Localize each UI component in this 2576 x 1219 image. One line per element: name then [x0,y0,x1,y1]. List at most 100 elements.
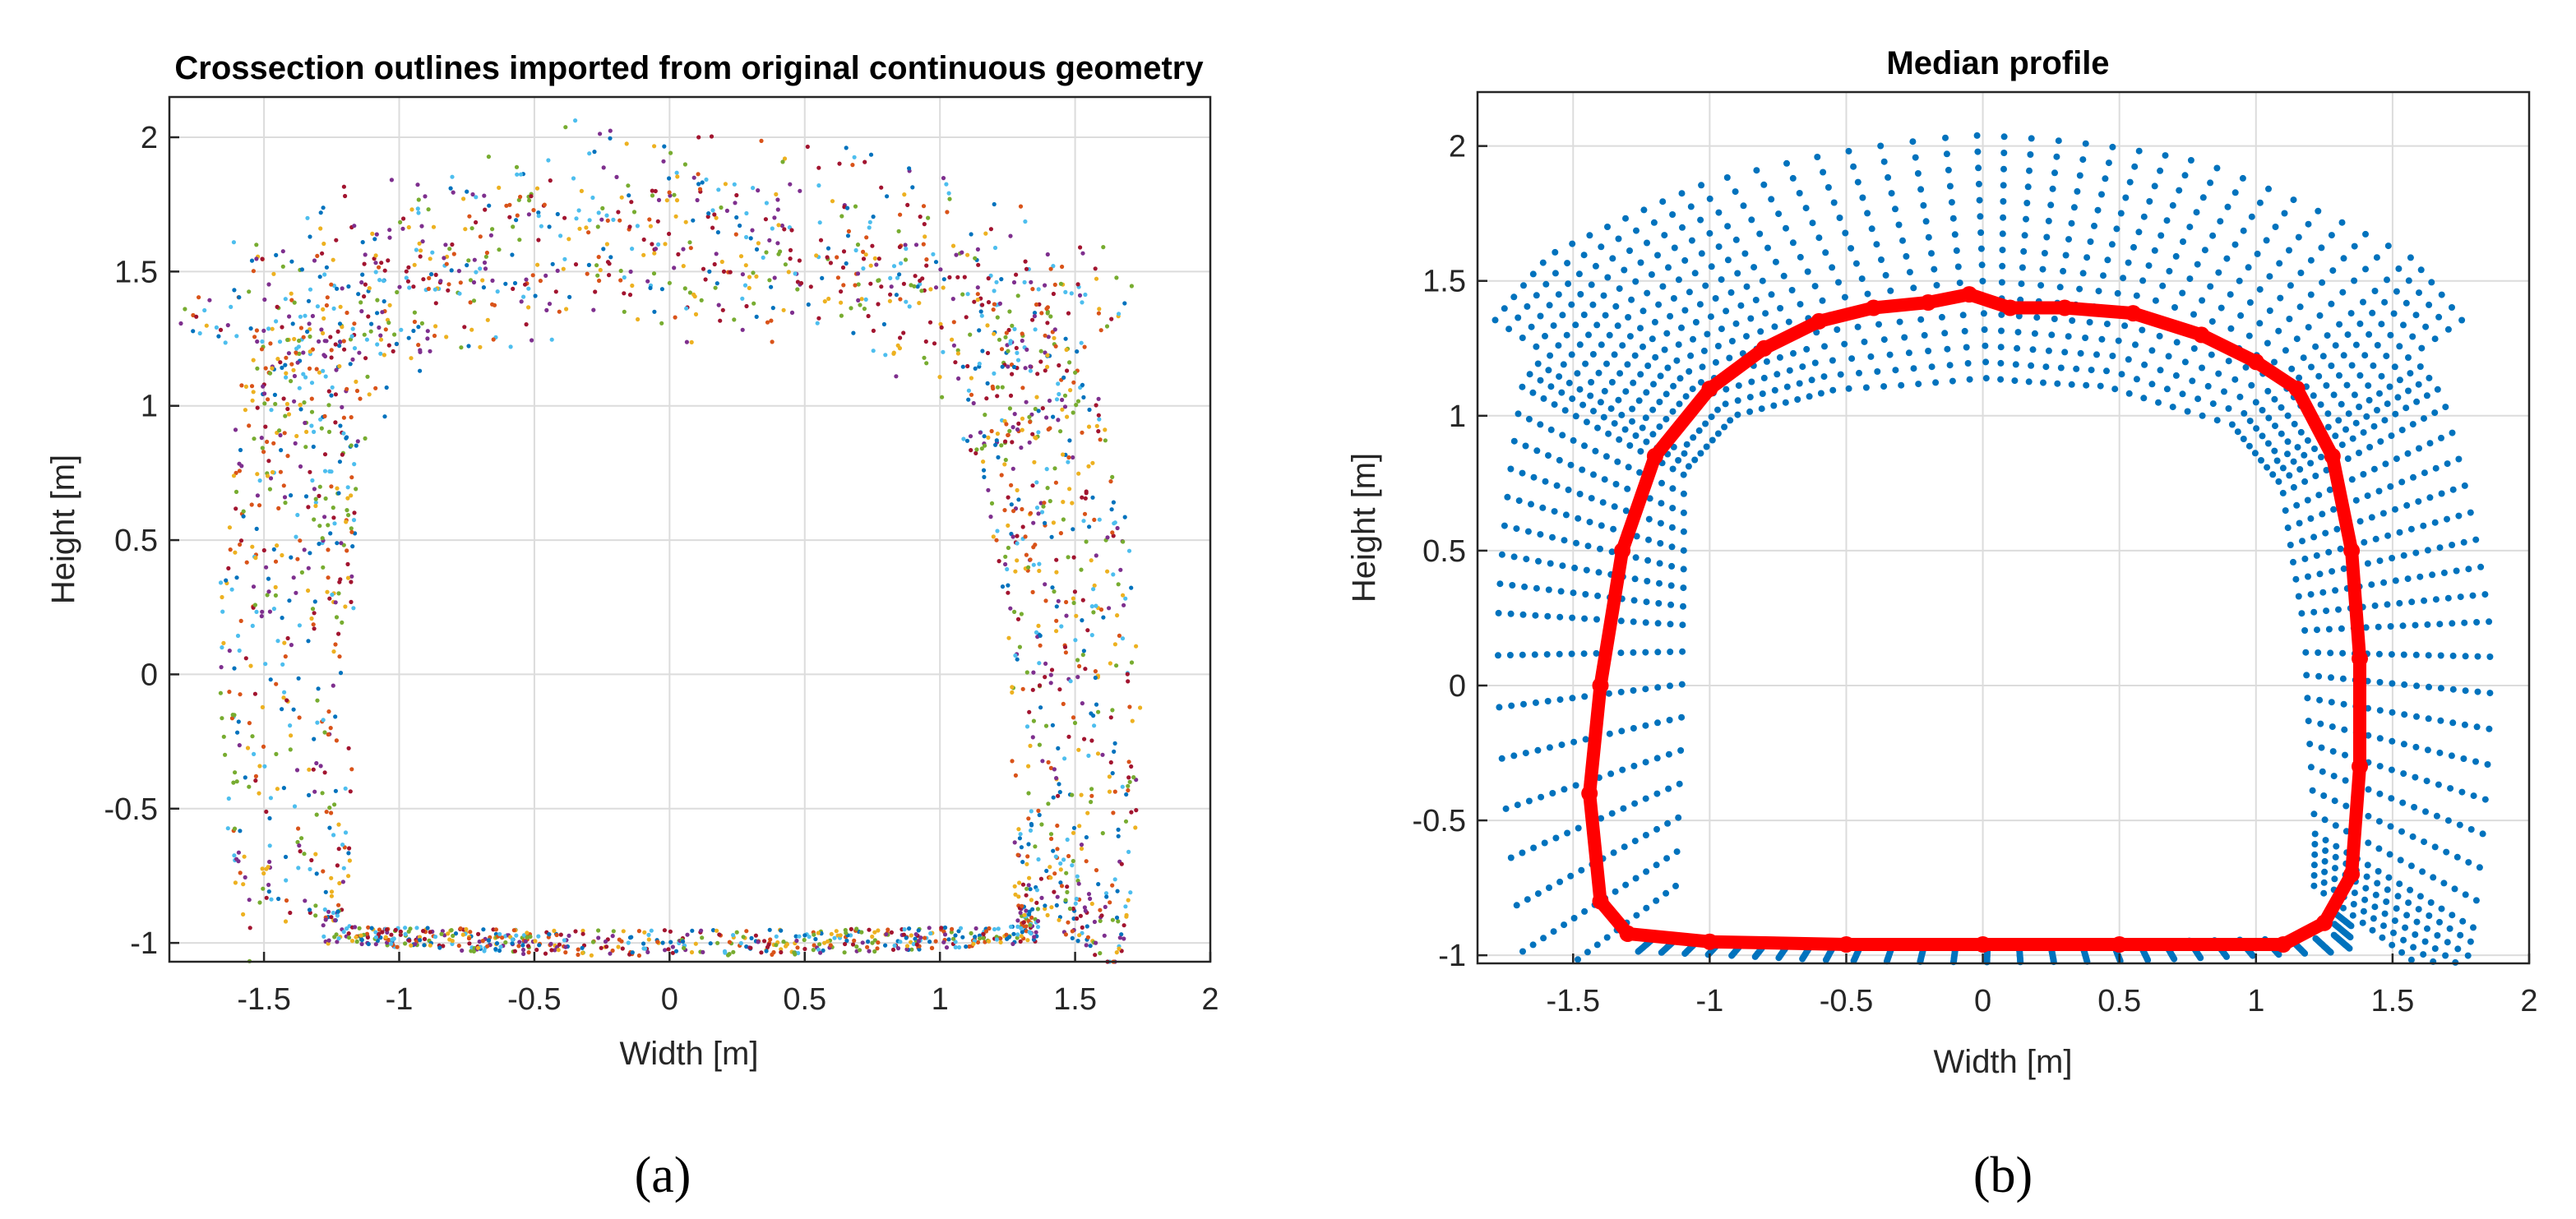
panel-a-point [1024,347,1029,352]
panel-a-point [1013,892,1018,897]
panel-a-point [485,944,490,949]
panel-b-point [2324,332,2331,339]
panel-a-point [902,192,907,197]
panel-b-point [1565,379,1573,386]
panel-b-point [1521,583,1528,590]
panel-b-point [1672,882,1679,889]
panel-b-point [1590,408,1597,415]
panel-b-point [2449,652,2457,659]
panel-a-point [309,396,314,401]
panel-a-point [556,948,561,953]
panel-a-point [1126,548,1132,553]
panel-b-point [2223,953,2230,960]
panel-a-point [280,707,284,712]
panel-a-point [1099,913,1104,918]
panel-a-point [840,265,846,270]
panel-a-point [781,940,786,944]
panel-a-point [338,423,343,428]
panel-a-point [1062,644,1068,649]
panel-b-point [2431,335,2439,343]
panel-b-point [1675,457,1682,464]
panel-a-point [641,252,646,257]
panel-b-point [2405,899,2412,907]
panel-a-ticks: -1.5 -1 -0.5 0 0.5 1 1.5 2-1-0.500.511.52 [104,121,1219,1017]
panel-b-point [2437,652,2444,659]
panel-a-point [336,847,341,852]
panel-a-point [1027,912,1032,917]
panel-a-point [768,937,773,942]
panel-b-point [1734,270,1741,277]
panel-a-point [980,302,985,307]
panel-b-point [2321,857,2329,865]
panel-a-point [308,469,312,474]
panel-a-point [514,933,519,938]
panel-a-point [842,950,847,955]
panel-b-point [1945,166,1952,173]
panel-a-point [928,930,933,936]
panel-a-point [1085,924,1089,929]
panel-b-point [2286,316,2293,322]
panel-a-point [336,936,341,941]
panel-b-point [2359,919,2366,926]
panel-a-point [247,423,252,428]
panel-b-point [1559,562,1566,570]
panel-b-point [2422,323,2430,330]
panel-b-point [2375,868,2382,875]
panel-b-point [2000,214,2007,221]
panel-b-point [1557,588,1565,595]
panel-b-point [1568,351,1575,358]
panel-a-point [297,338,302,344]
panel-b-point [2104,256,2111,264]
panel-a-point [523,939,528,944]
panel-b-point [2290,558,2296,566]
panel-a-point [336,822,341,827]
panel-b-point [1537,421,1544,428]
panel-a-point [1112,520,1117,525]
panel-a-point [843,941,848,947]
panel-a-point [450,939,455,944]
panel-a-point [416,325,421,330]
panel-b-point [1979,278,1986,284]
panel-a-point [391,936,396,941]
panel-b-point [1690,434,1697,441]
panel-b-point [1522,750,1529,757]
panel-b-median-point [1961,286,1977,303]
panel-a-point [1071,715,1076,720]
panel-b-point [2097,382,2104,390]
panel-b-point [2389,941,2396,949]
panel-b-point [2294,444,2301,451]
panel-a-point [779,928,784,933]
panel-a-point [748,236,753,241]
panel-b-point [2460,538,2467,546]
panel-b-point [1542,332,1548,339]
panel-a-point [239,383,244,388]
panel-a-point [1094,868,1099,873]
panel-a-point [1094,276,1099,281]
panel-a-point [931,252,936,256]
panel-a-point [1012,840,1017,845]
panel-a-point [241,882,246,887]
panel-b-point [1786,367,1793,374]
panel-a-point [1122,515,1127,519]
panel-a-point [650,188,654,193]
panel-a-point [471,279,477,285]
panel-b-point [2444,460,2451,468]
panel-a-point [728,270,733,275]
panel-a-point [535,262,540,267]
panel-b-point [2388,651,2395,658]
panel-a-point [1016,497,1021,502]
panel-a-point [250,734,255,739]
panel-a-ytick-label: -0.5 [104,792,158,827]
panel-a-point [1089,558,1094,563]
panel-a-point [216,334,221,339]
panel-b-point [2213,417,2221,424]
panel-b-point [1677,747,1685,754]
panel-a-point [1031,562,1036,567]
panel-a-point [1103,438,1108,443]
panel-b-point [2415,498,2422,506]
panel-a-point [416,197,421,202]
panel-b-point [2465,859,2472,866]
panel-a-point [947,275,952,279]
panel-a-point [704,177,709,182]
panel-b-point [2347,310,2355,317]
